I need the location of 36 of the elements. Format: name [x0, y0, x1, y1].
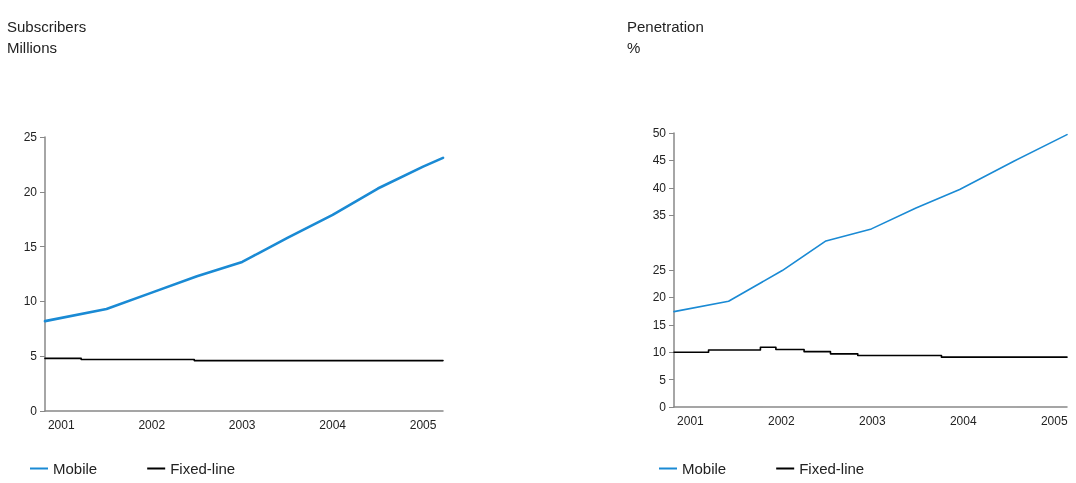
- x-tick-label: 2005: [1040, 414, 1068, 428]
- y-tick-label: 35: [652, 208, 667, 223]
- y-axis-title: Millions: [7, 39, 58, 56]
- legend-label: Fixed-line: [799, 460, 865, 477]
- x-tick-label: 2001: [677, 414, 705, 428]
- chart-title: Penetration: [627, 18, 704, 35]
- y-tick-label: 20: [652, 290, 667, 305]
- y-tick-label: 25: [23, 130, 38, 144]
- x-tick-label: 2003: [858, 414, 886, 428]
- legend-label: Mobile: [53, 460, 98, 477]
- y-tick-label: 15: [652, 317, 667, 332]
- y-tick-label: 5: [659, 372, 667, 387]
- y-tick-label: 15: [23, 239, 38, 254]
- legend-label: Mobile: [682, 460, 727, 477]
- line-series: [673, 133, 1068, 313]
- x-tick-label: 2001: [47, 418, 75, 432]
- x-tick-label: 2004: [319, 418, 347, 432]
- x-tick-label: 2003: [228, 418, 256, 432]
- y-tick-label: 45: [652, 153, 667, 168]
- line-series: [43, 156, 445, 323]
- y-tick-label: 0: [30, 404, 38, 418]
- legend-label: Fixed-line: [170, 460, 236, 477]
- x-tick-label: 2002: [768, 414, 796, 428]
- y-tick-label: 0: [659, 400, 667, 414]
- y-tick-label: 5: [30, 349, 38, 364]
- x-tick-label: 2002: [138, 418, 166, 432]
- chart-title: Subscribers: [7, 18, 87, 35]
- y-tick-label: 10: [23, 294, 38, 309]
- y-tick-label: 10: [652, 345, 667, 360]
- y-tick-label: 40: [652, 180, 667, 195]
- y-axis-title: %: [627, 39, 641, 56]
- x-tick-label: 2004: [949, 414, 977, 428]
- y-tick-label: 20: [23, 184, 38, 199]
- x-tick-label: 2005: [409, 418, 437, 432]
- y-tick-label: 50: [652, 126, 667, 140]
- y-tick-label: 25: [652, 263, 667, 277]
